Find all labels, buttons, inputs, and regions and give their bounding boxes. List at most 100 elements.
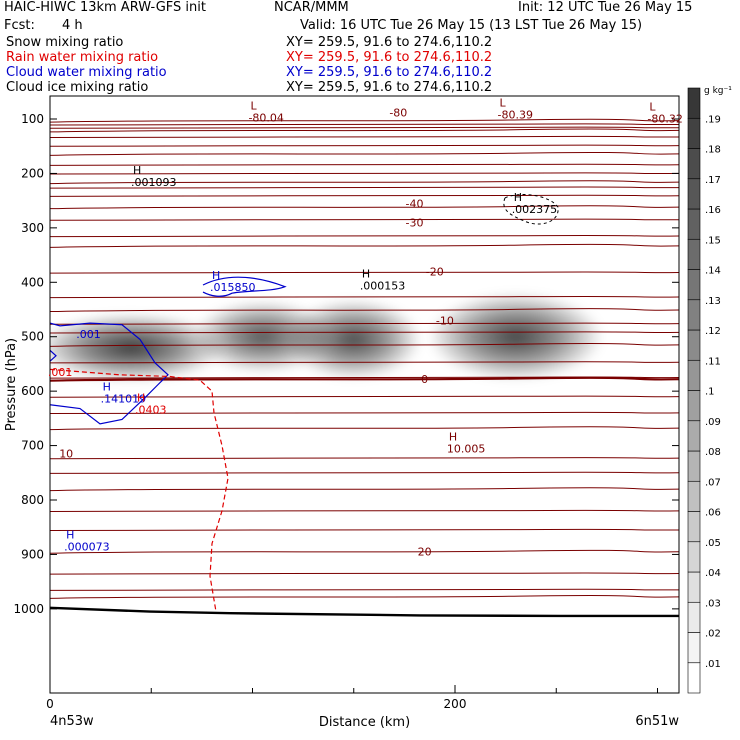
isotherm (50, 218, 679, 221)
mixing-ratio-contours (50, 194, 559, 612)
ground-line (50, 606, 679, 618)
isotherm-label: 20 (418, 546, 432, 559)
colorbar-label: .13 (705, 296, 721, 307)
colorbar: .01 .02 .03 .04 .05 .06 .07 .08 .09 .1 .11 .12 .13 .1… (687, 86, 732, 694)
cloud-water-extremum-value: .000073 (64, 541, 110, 554)
isotherm (50, 395, 679, 398)
isotherm (50, 308, 679, 313)
colorbar-cell (687, 269, 701, 301)
field-label-cloud-ice: Cloud ice mixing ratio (6, 80, 149, 95)
colorbar-cell (687, 571, 701, 603)
x-axis-title: Distance (km) (319, 715, 410, 730)
isotherm (50, 151, 679, 156)
isotherm (50, 234, 679, 238)
isotherm-label: -20 (426, 265, 444, 278)
colorbar-label: .15 (705, 235, 721, 246)
cloud-ice-extremum-value: .000153 (360, 279, 406, 292)
temperature-extremum-value: -80.39 (498, 108, 533, 121)
colorbar-label: .16 (705, 205, 721, 216)
colorbar-cell (687, 299, 701, 331)
colorbar-cell (687, 329, 701, 361)
colorbar-cell (687, 601, 701, 633)
isotherm (50, 271, 679, 274)
colorbar-label: .01 (705, 659, 721, 670)
cloud-ice-extremum-marker: H (133, 164, 141, 177)
isotherm (50, 186, 679, 189)
colorbar-cell (687, 178, 701, 210)
rain-water-label: .001 (48, 366, 73, 379)
snow-maximum (50, 313, 226, 382)
colorbar-label: .06 (705, 508, 721, 519)
cloud-water-extremum-value: .141019 (101, 393, 147, 406)
isotherm (50, 331, 679, 334)
isotherm (50, 572, 679, 575)
isotherm (50, 361, 679, 364)
isotherm (50, 528, 679, 532)
cloud-water-label: .001 (76, 328, 101, 341)
plot-frame (49, 95, 680, 694)
x-start-location: 4n53w (50, 714, 94, 729)
y-axis-title: Pressure (hPa) (4, 338, 19, 431)
colorbar-cell (687, 662, 701, 694)
colorbar-cell (687, 117, 701, 149)
y-tick-label: 700 (21, 439, 44, 453)
colorbar-label: .14 (705, 266, 721, 277)
y-tick-label: 500 (21, 330, 44, 344)
colorbar-cell (687, 208, 701, 240)
isotherm (50, 163, 679, 166)
colorbar-unit: g kg⁻¹ (704, 86, 732, 96)
snow-shading (50, 292, 604, 382)
isotherm (50, 243, 679, 248)
colorbar-cell (687, 87, 701, 119)
field-xy-cloud-water: XY= 259.5, 91.6 to 274.6,110.2 (286, 65, 493, 80)
isotherm-label: -80 (389, 106, 407, 119)
isotherm (50, 588, 679, 591)
valid-time: Valid: 16 UTC Tue 26 May 15 (13 LST Tue … (300, 18, 643, 33)
field-xy-cloud-ice: XY= 259.5, 91.6 to 274.6,110.2 (286, 80, 493, 95)
isotherm (50, 295, 679, 299)
colorbar-label: .02 (705, 629, 721, 640)
y-tick-label: 800 (21, 493, 44, 507)
colorbar-label: .17 (705, 175, 721, 186)
y-tick-label: 900 (21, 547, 44, 561)
colorbar-label: .03 (705, 598, 721, 609)
snow-maximum (285, 299, 422, 380)
temperature-extremum-value: -80.32 (647, 112, 682, 125)
rain-water-extremum-value: .0403 (135, 403, 167, 416)
y-tick-label: 1000 (13, 602, 44, 616)
temperature-extremum-marker: L (649, 100, 656, 113)
temperature-isotherms (50, 118, 679, 599)
colorbar-label: .1 (705, 387, 715, 398)
isotherm (50, 180, 679, 185)
isotherm-label: -30 (406, 216, 424, 229)
colorbar-label: .11 (705, 356, 721, 367)
isotherm (50, 426, 679, 431)
forecast-label: Fcst: (4, 18, 35, 33)
colorbar-label: .07 (705, 477, 721, 488)
model-title: HAIC-HIWC 13km ARW-GFS init (4, 0, 206, 15)
colorbar-label: .08 (705, 447, 721, 458)
y-tick-label: 200 (21, 166, 44, 180)
cloud-ice-extremum-value: .001093 (131, 176, 177, 189)
colorbar-label: .09 (705, 417, 721, 428)
organization: NCAR/MMM (274, 0, 349, 15)
isotherm (50, 135, 679, 139)
isotherm (50, 487, 679, 492)
forecast-hour: 4 h (62, 18, 83, 33)
isotherm-label: 10 (59, 448, 73, 461)
isotherm-label: -10 (436, 314, 454, 327)
colorbar-label: .12 (705, 326, 721, 337)
x-end-location: 6n51w (635, 714, 679, 729)
colorbar-cell (687, 632, 701, 664)
colorbar-cell (687, 541, 701, 573)
temperature-extremum-value: 10.005 (447, 443, 486, 456)
isotherm (50, 126, 679, 129)
isotherm (50, 194, 679, 197)
cloud-water-contour (202, 276, 287, 297)
field-label-snow: Snow mixing ratio (6, 35, 124, 50)
cloud-water-extremum-marker: H (66, 529, 74, 542)
colorbar-cell (687, 390, 701, 422)
cloud-water-extremum-marker: H (103, 381, 111, 394)
isotherm (50, 471, 679, 474)
